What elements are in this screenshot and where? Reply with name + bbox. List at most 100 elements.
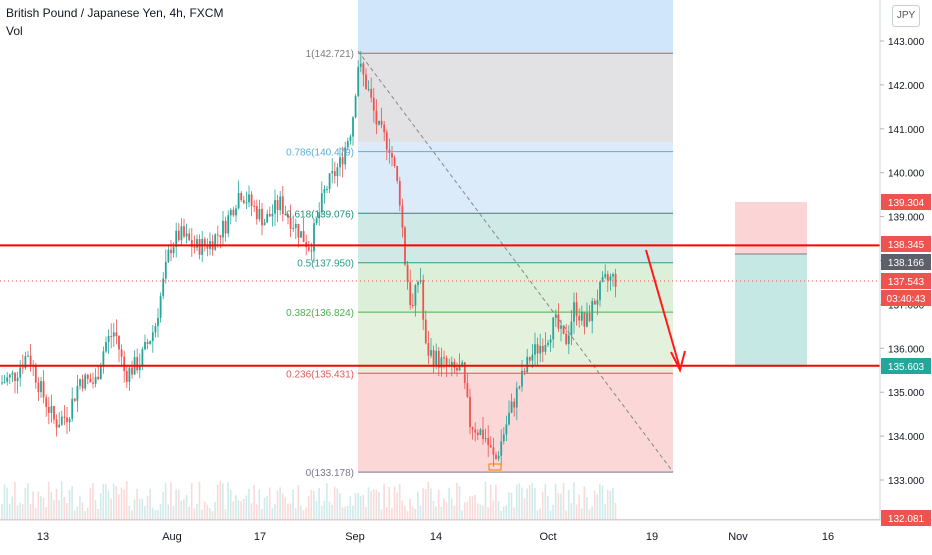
candle-body	[463, 362, 466, 383]
volume-bar	[599, 484, 601, 519]
fib-level-label: 0(133.178)	[306, 468, 354, 479]
volume-bar	[362, 495, 365, 519]
candle-body	[549, 339, 552, 343]
price-badge[interactable]	[881, 273, 931, 289]
candle-body	[609, 276, 612, 281]
candle-body	[8, 374, 11, 378]
volume-bar	[445, 502, 448, 519]
volume-bar	[601, 485, 604, 519]
volume-bar	[482, 505, 484, 519]
volume-bar	[157, 510, 159, 519]
candle-body	[476, 432, 479, 436]
candle-body	[188, 233, 191, 241]
candle-body	[349, 136, 352, 141]
candle-body	[604, 274, 607, 278]
candle-body	[370, 88, 373, 98]
currency-button[interactable]: JPY	[892, 5, 920, 27]
candle-body	[141, 349, 144, 366]
candle-body	[528, 356, 531, 361]
volume-bar	[570, 503, 573, 519]
volume-bar	[115, 486, 118, 519]
volume-bar	[21, 504, 24, 519]
candle-body	[110, 335, 113, 337]
candle-body	[333, 171, 336, 177]
volume-bar	[242, 498, 245, 519]
volume-bar	[6, 487, 8, 519]
symbol-title[interactable]: British Pound / Japanese Yen, 4h, FXCM	[6, 6, 224, 20]
candle-body	[430, 350, 432, 356]
volume-bar	[42, 497, 45, 519]
candle-body	[271, 213, 274, 217]
candle-body	[81, 379, 84, 389]
candle-body	[284, 214, 287, 216]
volume-bar	[315, 501, 318, 519]
down-arrow-shaft[interactable]	[645, 249, 680, 366]
volume-bar	[294, 508, 297, 519]
candle-body	[42, 381, 45, 398]
volume-bar	[180, 500, 183, 519]
time-axis-panel[interactable]	[0, 520, 932, 550]
candle-body	[375, 110, 378, 125]
candle-body	[276, 200, 279, 211]
volume-bar	[409, 498, 411, 519]
price-badge[interactable]	[881, 510, 931, 526]
volume-label[interactable]: Vol	[6, 24, 23, 38]
price-tick-label: 141.000	[888, 125, 925, 136]
price-badge[interactable]	[881, 254, 931, 270]
take-profit-zone[interactable]	[735, 254, 807, 367]
fib-zone-05	[358, 262, 673, 312]
candle-body	[164, 261, 167, 279]
candle-body	[482, 429, 484, 439]
fib-zone-0382	[358, 312, 673, 372]
volume-bar	[474, 494, 476, 519]
volume-bar	[479, 504, 482, 519]
volume-bar	[66, 503, 68, 519]
candle-body	[318, 212, 321, 219]
volume-bar	[370, 491, 372, 519]
candle-body	[229, 209, 232, 216]
candle-body	[435, 350, 438, 366]
candle-body	[102, 351, 105, 367]
fib-level-label: 0.618(139.076)	[286, 209, 354, 220]
volume-bar	[27, 483, 29, 519]
candle-body	[458, 365, 461, 371]
volume-bar	[128, 505, 131, 519]
candle-body	[266, 213, 269, 223]
candle-body	[599, 282, 601, 301]
candle-body	[297, 223, 300, 238]
volume-bar	[547, 495, 549, 519]
fib-zone-0786	[358, 142, 673, 213]
candle-body	[196, 239, 198, 248]
candle-body	[487, 438, 490, 445]
volume-bar	[354, 493, 357, 519]
volume-bar	[388, 486, 391, 519]
fib-layer[interactable]: 1(142.721) 0.786(140.479) 0.618(139.076) 0.…	[286, 49, 673, 479]
volume-bar	[604, 503, 606, 519]
candle-body	[567, 335, 570, 345]
candle-body	[450, 361, 453, 366]
volume-bar	[268, 487, 271, 519]
candle-body	[292, 227, 295, 229]
volume-bar	[94, 500, 97, 519]
volume-bar	[591, 506, 593, 519]
price-badge[interactable]	[881, 236, 931, 252]
candle-body	[263, 222, 266, 226]
candle-body	[261, 208, 263, 226]
price-badge[interactable]	[881, 358, 931, 374]
volume-bar	[136, 488, 138, 519]
fib-trend-line[interactable]	[357, 50, 674, 473]
volume-bar	[284, 497, 287, 519]
candle-body	[341, 157, 344, 165]
price-badge[interactable]	[881, 194, 931, 210]
candle-body	[445, 357, 448, 366]
candle-body	[190, 240, 193, 247]
volume-bar	[526, 488, 528, 519]
candle-body	[3, 381, 6, 383]
down-arrow-head[interactable]	[670, 350, 686, 373]
volume-bar	[209, 508, 211, 519]
candle-body	[68, 418, 71, 423]
price-badge[interactable]	[881, 290, 931, 306]
candle-body	[167, 249, 170, 262]
